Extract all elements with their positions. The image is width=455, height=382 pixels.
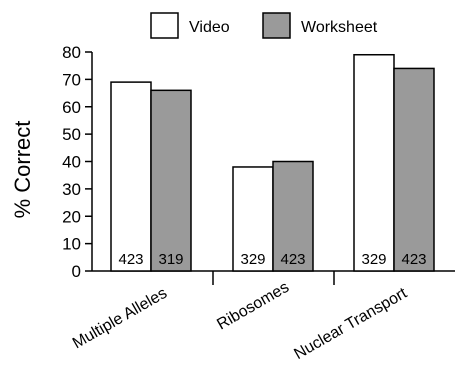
y-tick-label: 40 (62, 153, 81, 172)
legend-label-video: Video (189, 19, 230, 36)
legend-label-worksheet: Worksheet (301, 19, 378, 36)
y-tick-label: 80 (62, 43, 81, 62)
x-category-label: Multiple Alleles (70, 285, 170, 353)
legend-swatch-worksheet (262, 12, 291, 39)
video-bar (353, 53, 395, 272)
y-axis-title: % Correct (10, 121, 35, 219)
y-tick-label: 30 (62, 180, 81, 199)
y-tick-label: 0 (72, 262, 81, 281)
x-category-label: Ribosomes (214, 279, 292, 334)
y-tick-label: 60 (62, 98, 81, 117)
worksheet-bar (393, 67, 435, 272)
video-count-label: 423 (118, 251, 143, 268)
y-tick-label: 50 (62, 125, 81, 144)
video-count-label: 329 (361, 251, 386, 268)
video-bar (110, 81, 152, 272)
y-tick-label: 70 (62, 70, 81, 89)
video-count-label: 329 (240, 251, 265, 268)
y-tick-label: 10 (62, 235, 81, 254)
x-category-label: Nuclear Transport (291, 284, 410, 363)
worksheet-bar (272, 160, 314, 272)
worksheet-count-label: 423 (280, 251, 305, 268)
y-tick-label: 20 (62, 207, 81, 226)
video-bar (232, 166, 274, 272)
worksheet-count-label: 423 (401, 251, 426, 268)
worksheet-count-label: 319 (158, 251, 183, 268)
worksheet-bar (150, 89, 192, 272)
legend-swatch-video (150, 12, 179, 39)
